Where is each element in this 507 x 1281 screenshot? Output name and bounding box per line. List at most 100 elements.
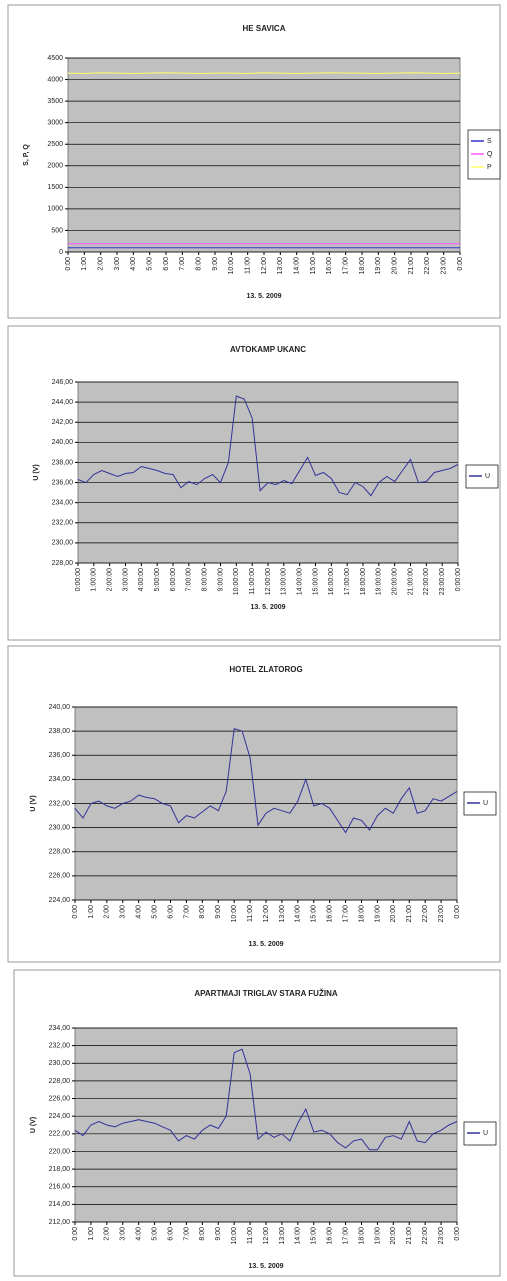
legend-label: P [487,164,492,171]
y-tick-label: 4500 [47,55,63,62]
y-tick-label: 232,00 [49,800,71,807]
x-tick-label: 3:00:00 [122,568,129,591]
x-tick-label: 23:00 [441,257,448,275]
x-tick-label: 23:00 [438,905,445,923]
x-tick-label: 14:00 [294,257,301,275]
x-tick-label: 2:00 [98,257,105,271]
x-tick-label: 2:00:00 [107,568,114,591]
y-tick-label: 4000 [47,76,63,83]
data-line [77,395,459,497]
x-tick-label: 7:00 [183,905,190,919]
legend-label: U [485,473,490,480]
x-tick-label: 8:00 [199,905,206,919]
x-tick-label: 17:00 [342,1227,349,1245]
x-tick-label: 11:00 [247,905,254,922]
x-tick-label: 12:00 [263,905,270,923]
x-tick-label: 1:00 [88,1227,95,1241]
x-tick-label: 11:00:00 [249,568,256,595]
x-tick-label: 10:00:00 [233,568,240,595]
x-tick-label: 0:00 [454,1227,461,1241]
x-tick-label: 13:00 [279,905,286,923]
y-tick-label: 244,00 [52,399,74,406]
x-tick-label: 15:00:00 [312,568,319,595]
y-axis-label: U (V) [30,795,37,811]
x-tick-label: 21:00 [406,905,413,923]
legend-label: U [483,800,488,807]
x-tick-label: 3:00 [114,257,121,271]
x-tick-label: 6:00 [167,905,174,919]
x-tick-label: 6:00:00 [170,568,177,591]
x-tick-label: 0:00 [457,257,464,271]
x-tick-label: 14:00 [295,1227,302,1245]
plot-area [77,381,459,564]
legend-label: U [483,1130,488,1137]
y-tick-label: 236,00 [52,479,74,486]
y-tick-label: 224,00 [49,897,71,904]
x-tick-label: 21:00:00 [407,568,414,595]
x-tick-label: 4:00 [136,905,143,919]
x-tick-label: 11:00 [245,257,252,274]
x-tick-label: 10:00 [231,905,238,923]
x-tick-label: 4:00 [130,257,137,271]
y-tick-label: 224,00 [49,1113,71,1120]
y-tick-label: 232,00 [49,1042,71,1049]
y-tick-label: 230,00 [49,824,71,831]
x-tick-label: 12:00 [261,257,268,275]
chart-title: HOTEL ZLATOROG [229,665,302,674]
y-tick-label: 214,00 [49,1201,71,1208]
x-tick-label: 18:00 [358,1227,365,1245]
x-tick-label: 0:00:00 [75,568,82,591]
x-tick-label: 9:00 [212,257,219,271]
x-tick-label: 0:00 [454,905,461,919]
x-tick-label: 5:00 [151,1227,158,1241]
x-tick-label: 13:00 [277,257,284,275]
x-tick-label: 21:00 [406,1227,413,1245]
x-tick-label: 22:00 [422,905,429,923]
x-tick-label: 1:00 [81,257,88,271]
x-tick-label: 5:00 [147,257,154,271]
x-tick-label: 16:00 [327,1227,334,1245]
y-tick-label: 3500 [47,98,63,105]
x-tick-label: 19:00 [375,257,382,275]
x-tick-label: 17:00 [343,257,350,275]
x-tick-label: 19:00:00 [376,568,383,595]
x-tick-label: 3:00 [120,905,127,919]
x-tick-label: 7:00:00 [186,568,193,591]
x-tick-label: 22:00:00 [423,568,430,595]
x-tick-label: 15:00 [310,257,317,275]
x-tick-label: 21:00 [408,257,415,275]
y-tick-label: 246,00 [52,379,74,386]
plot-area [74,1027,458,1223]
chart-title: APARTMAJI TRIGLAV STARA FUŽINA [194,989,337,998]
x-tick-label: 1:00 [88,905,95,919]
y-axis-label: U (V) [30,1117,37,1133]
x-tick-label: 18:00 [359,257,366,275]
y-tick-label: 228,00 [49,849,71,856]
y-tick-label: 2500 [47,141,63,148]
x-tick-label: 8:00 [196,257,203,271]
x-tick-label: 3:00 [120,1227,127,1241]
x-tick-label: 7:00 [179,257,186,271]
x-tick-label: 15:00 [311,905,318,923]
x-tick-label: 0:00 [72,1227,79,1241]
x-tick-label: 5:00:00 [154,568,161,591]
x-tick-label: 0:00 [72,905,79,919]
y-tick-label: 222,00 [49,1131,71,1138]
y-tick-label: 226,00 [49,873,71,880]
y-tick-label: 212,00 [49,1219,71,1226]
x-tick-label: 6:00 [167,1227,174,1241]
y-tick-label: 232,00 [52,520,74,527]
x-tick-label: 20:00 [392,257,399,275]
y-tick-label: 234,00 [49,776,71,783]
x-tick-label: 1:00:00 [91,568,98,591]
y-tick-label: 2000 [47,163,63,170]
y-tick-label: 230,00 [52,540,74,547]
y-tick-label: 234,00 [52,500,74,507]
y-tick-label: 238,00 [52,459,74,466]
x-tick-label: 9:00 [215,1227,222,1241]
y-tick-label: 3000 [47,120,63,127]
x-tick-label: 20:00 [390,1227,397,1245]
y-tick-label: 242,00 [52,419,74,426]
